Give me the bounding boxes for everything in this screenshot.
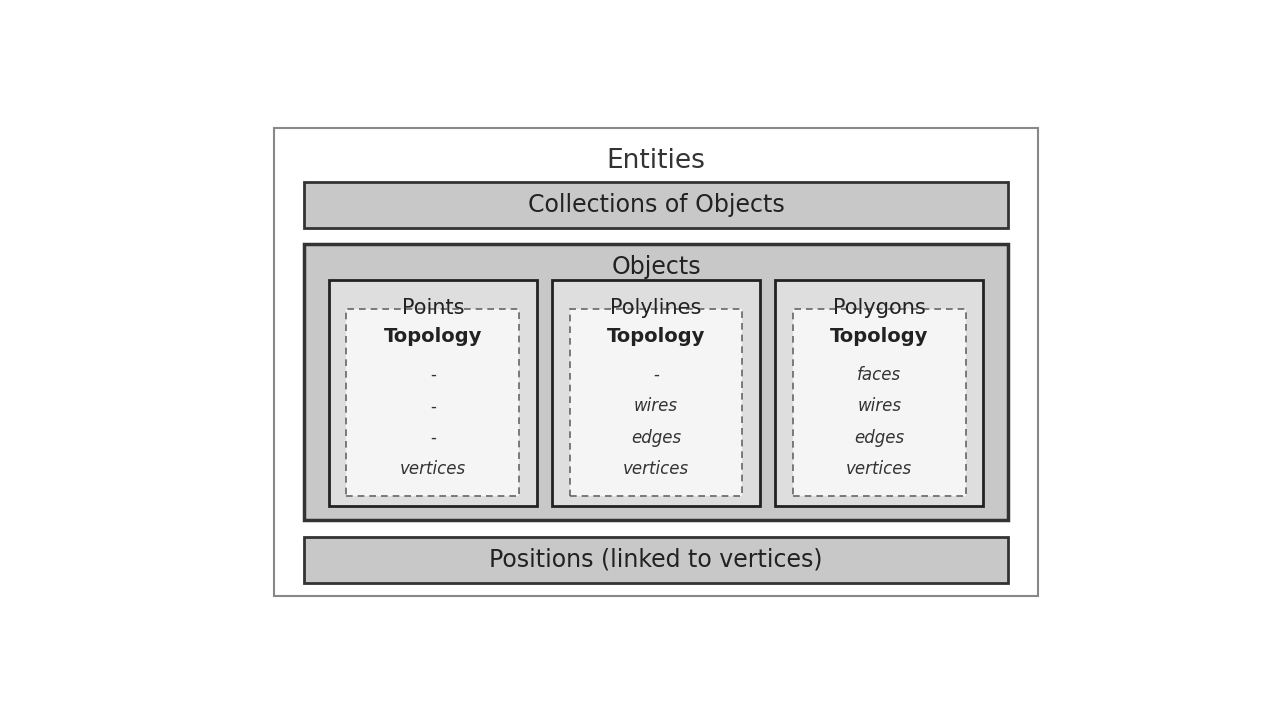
Text: Positions (linked to vertices): Positions (linked to vertices) bbox=[489, 548, 823, 572]
Bar bbox=[552, 280, 760, 506]
Text: wires: wires bbox=[634, 397, 678, 415]
Text: Topology: Topology bbox=[829, 328, 928, 346]
Text: Collections of Objects: Collections of Objects bbox=[527, 193, 785, 217]
Text: Objects: Objects bbox=[611, 255, 701, 279]
Text: edges: edges bbox=[854, 429, 904, 447]
Text: Entities: Entities bbox=[607, 148, 705, 174]
Bar bbox=[303, 181, 1009, 228]
Bar bbox=[776, 280, 983, 506]
Text: Topology: Topology bbox=[607, 328, 705, 346]
Bar bbox=[792, 310, 965, 496]
Bar bbox=[303, 536, 1009, 582]
Text: vertices: vertices bbox=[623, 460, 689, 478]
Text: vertices: vertices bbox=[846, 460, 913, 478]
Text: -: - bbox=[653, 366, 659, 384]
Text: wires: wires bbox=[858, 397, 901, 415]
Text: vertices: vertices bbox=[399, 460, 466, 478]
Text: Polylines: Polylines bbox=[611, 298, 701, 318]
Text: faces: faces bbox=[858, 366, 901, 384]
Bar bbox=[329, 280, 538, 506]
Bar bbox=[303, 244, 1009, 520]
Text: Topology: Topology bbox=[384, 328, 483, 346]
Text: -: - bbox=[430, 366, 435, 384]
Text: edges: edges bbox=[631, 429, 681, 447]
Text: -: - bbox=[430, 397, 435, 415]
Text: Points: Points bbox=[402, 298, 465, 318]
Text: -: - bbox=[430, 429, 435, 447]
Bar bbox=[274, 128, 1038, 596]
Text: Polygons: Polygons bbox=[833, 298, 925, 318]
Bar bbox=[570, 310, 742, 496]
Bar bbox=[347, 310, 520, 496]
